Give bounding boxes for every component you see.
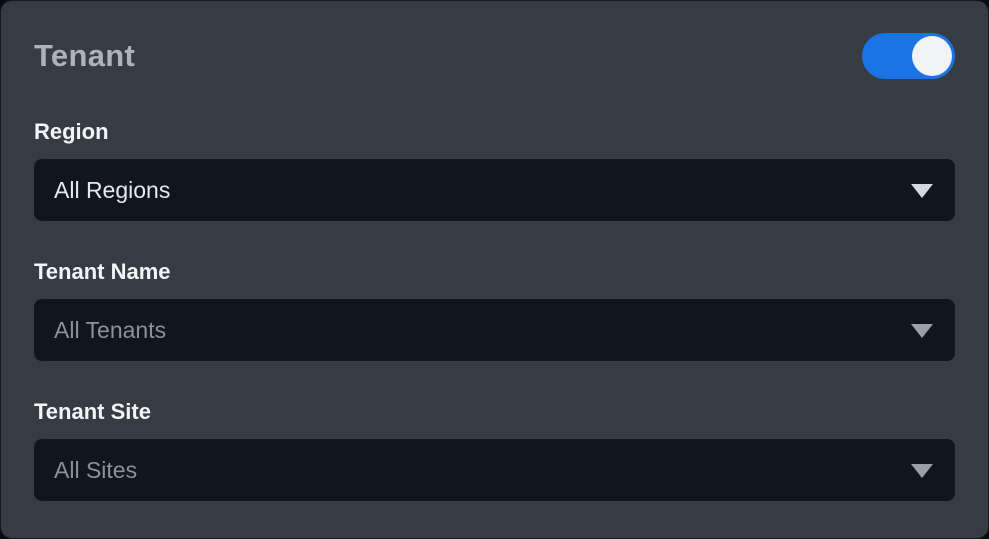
chevron-down-icon <box>911 184 933 198</box>
region-select-value: All Regions <box>54 176 171 203</box>
tenant-site-label: Tenant Site <box>34 399 151 424</box>
region-label: Region <box>34 119 109 144</box>
region-field-group: Region All Regions <box>34 119 955 221</box>
tenant-name-field-group: Tenant Name All Tenants <box>34 259 955 361</box>
toggle-knob <box>912 36 952 76</box>
tenant-name-label: Tenant Name <box>34 259 171 284</box>
panel-title: Tenant <box>34 38 136 73</box>
tenant-name-select[interactable]: All Tenants <box>34 299 955 361</box>
region-select[interactable]: All Regions <box>34 159 955 221</box>
tenant-site-select-value: All Sites <box>54 456 138 483</box>
tenant-toggle-switch[interactable] <box>862 33 955 79</box>
tenant-name-select-value: All Tenants <box>54 316 167 343</box>
panel-header: Tenant <box>34 1 955 81</box>
chevron-down-icon <box>911 324 933 338</box>
chevron-down-icon <box>911 464 933 478</box>
tenant-site-field-group: Tenant Site All Sites <box>34 399 955 501</box>
tenant-site-select[interactable]: All Sites <box>34 439 955 501</box>
